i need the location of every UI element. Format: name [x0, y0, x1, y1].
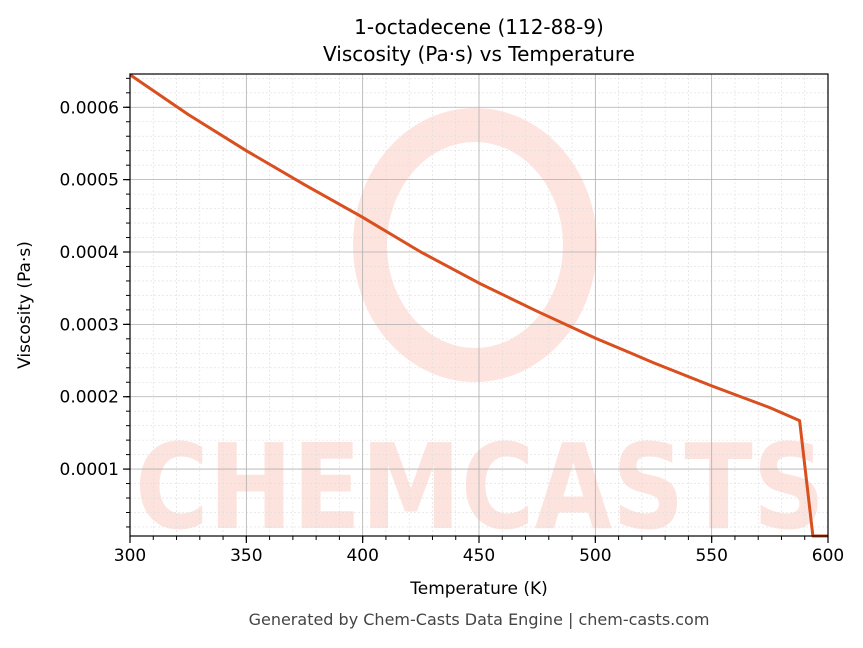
major-gridlines — [129, 74, 829, 536]
x-axis-label: Temperature (K) — [409, 579, 548, 599]
series-line-viscosity — [129, 73, 828, 538]
y-tick-label: 0.0006 — [60, 98, 119, 118]
x-tick-label: 400 — [346, 546, 378, 566]
y-tick-label: 0.0001 — [60, 460, 119, 480]
chart-title: 1-octadecene (112-88-9) — [354, 15, 604, 39]
series-layer — [129, 73, 828, 538]
y-tick-label: 0.0003 — [60, 315, 119, 335]
x-tick-label: 450 — [463, 546, 495, 566]
x-tick-label: 300 — [114, 546, 146, 566]
x-tick-label: 500 — [579, 546, 611, 566]
y-tick-label: 0.0002 — [60, 388, 119, 408]
axis-ticks: 300 350 400 450 500 550 600 0.0001 0.0002 0.0003 0… — [60, 77, 844, 566]
x-tick-label: 600 — [812, 546, 844, 566]
x-tick-label: 350 — [230, 546, 262, 566]
y-tick-label: 0.0005 — [60, 171, 119, 191]
y-axis-label: Viscosity (Pa·s) — [15, 241, 35, 369]
chart-subtitle: Viscosity (Pa·s) vs Temperature — [323, 42, 635, 66]
watermark-text: CHEMCASTS — [135, 418, 825, 556]
x-tick-label: 550 — [695, 546, 727, 566]
y-tick-label: 0.0004 — [60, 243, 119, 263]
footer-credit: Generated by Chem-Casts Data Engine | ch… — [249, 610, 710, 629]
watermark-logo: CHEMCASTS — [135, 108, 825, 556]
